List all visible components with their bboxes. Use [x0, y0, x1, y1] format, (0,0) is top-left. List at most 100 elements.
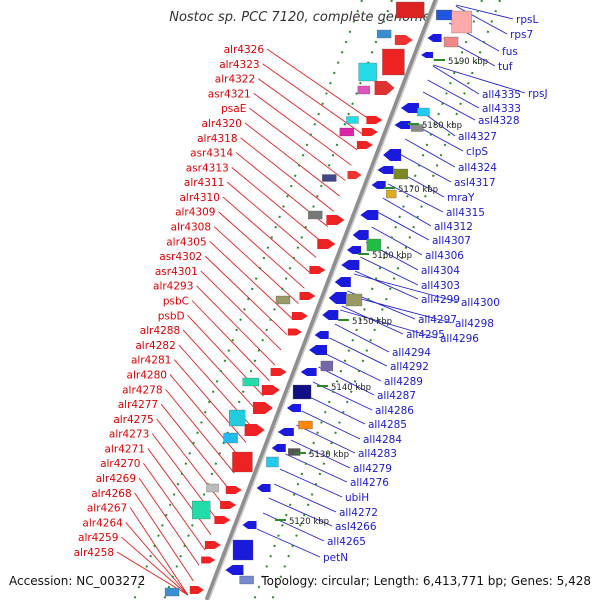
forward-gene-label[interactable]: alr4268 — [91, 488, 131, 500]
reverse-gene-feature[interactable] — [400, 103, 419, 113]
forward-gene-label[interactable]: alr4326 — [224, 44, 265, 56]
reverse-gene-feature[interactable] — [436, 9, 453, 21]
forward-gene-feature[interactable] — [309, 266, 326, 274]
reverse-gene-feature[interactable] — [394, 121, 411, 129]
reverse-gene-label[interactable]: all4315 — [446, 207, 485, 219]
reverse-gene-label[interactable]: tuf — [498, 61, 513, 73]
forward-gene-feature[interactable] — [223, 432, 238, 444]
forward-gene-feature[interactable] — [244, 424, 265, 436]
reverse-gene-label[interactable]: rpsL — [516, 14, 538, 26]
forward-gene-feature[interactable] — [225, 486, 242, 494]
reverse-gene-label[interactable]: petN — [323, 552, 348, 564]
reverse-gene-label[interactable]: all4294 — [392, 347, 431, 359]
reverse-gene-feature[interactable] — [239, 575, 254, 585]
reverse-gene-label[interactable]: all4296 — [440, 333, 479, 345]
forward-gene-label[interactable]: alr4281 — [131, 355, 171, 367]
forward-gene-label[interactable]: alr4320 — [202, 118, 242, 130]
reverse-gene-label[interactable]: asl4317 — [454, 177, 496, 189]
forward-gene-feature[interactable] — [275, 295, 291, 305]
reverse-gene-feature[interactable] — [300, 368, 317, 376]
reverse-gene-label[interactable]: rpsJ — [528, 88, 548, 100]
reverse-gene-feature[interactable] — [334, 277, 351, 287]
forward-gene-label[interactable]: alr4269 — [96, 473, 136, 485]
forward-gene-label[interactable]: alr4308 — [171, 222, 211, 234]
forward-gene-feature[interactable] — [252, 402, 273, 414]
forward-gene-label[interactable]: alr4259 — [78, 532, 118, 544]
forward-gene-label[interactable]: alr4322 — [215, 74, 255, 86]
reverse-gene-label[interactable]: all4335 — [482, 89, 521, 101]
forward-gene-feature[interactable] — [206, 483, 219, 493]
reverse-gene-label[interactable]: all4279 — [353, 463, 392, 475]
forward-gene-feature[interactable] — [287, 328, 302, 336]
forward-gene-label[interactable]: alr4278 — [122, 384, 162, 396]
forward-gene-label[interactable]: asr4301 — [155, 266, 198, 278]
forward-gene-label[interactable]: alr4258 — [74, 547, 114, 559]
forward-gene-label[interactable]: alr4288 — [140, 325, 180, 337]
reverse-gene-feature[interactable] — [345, 293, 363, 307]
reverse-gene-label[interactable]: all4285 — [368, 419, 407, 431]
reverse-gene-label[interactable]: all4287 — [377, 390, 416, 402]
forward-gene-label[interactable]: alr4270 — [100, 458, 140, 470]
reverse-gene-label[interactable]: all4292 — [390, 361, 429, 373]
forward-gene-feature[interactable] — [242, 377, 259, 387]
forward-gene-label[interactable]: alr4280 — [127, 369, 167, 381]
reverse-gene-label[interactable]: clpS — [466, 146, 488, 158]
reverse-gene-label[interactable]: all4299 — [421, 294, 460, 306]
reverse-gene-label[interactable]: all4333 — [482, 103, 521, 115]
forward-gene-label[interactable]: alr4271 — [104, 443, 144, 455]
reverse-gene-feature[interactable] — [417, 107, 430, 117]
reverse-gene-feature[interactable] — [443, 36, 459, 48]
forward-gene-feature[interactable] — [347, 171, 362, 179]
forward-gene-label[interactable]: alr4275 — [113, 414, 153, 426]
forward-gene-feature[interactable] — [164, 587, 180, 597]
reverse-gene-label[interactable]: all4283 — [358, 448, 397, 460]
reverse-gene-feature[interactable] — [256, 484, 271, 492]
forward-gene-feature[interactable] — [326, 215, 345, 225]
reverse-gene-label[interactable]: asl4266 — [335, 521, 377, 533]
reverse-gene-feature[interactable] — [277, 428, 294, 436]
forward-gene-feature[interactable] — [361, 128, 378, 136]
reverse-gene-feature[interactable] — [286, 404, 301, 412]
reverse-gene-label[interactable]: all4324 — [458, 162, 497, 174]
forward-gene-label[interactable]: alr4293 — [153, 281, 193, 293]
reverse-gene-label[interactable]: all4327 — [458, 131, 497, 143]
reverse-gene-feature[interactable] — [366, 238, 382, 252]
reverse-gene-feature[interactable] — [266, 456, 279, 468]
reverse-gene-feature[interactable] — [292, 384, 312, 400]
reverse-gene-feature[interactable] — [393, 168, 409, 180]
forward-gene-feature[interactable] — [192, 500, 211, 520]
reverse-gene-label[interactable]: all4304 — [421, 265, 460, 277]
reverse-gene-label[interactable]: all4298 — [455, 318, 494, 330]
reverse-gene-feature[interactable] — [427, 34, 442, 42]
forward-gene-label[interactable]: psaE — [221, 103, 246, 115]
forward-gene-feature[interactable] — [232, 451, 253, 473]
reverse-gene-feature[interactable] — [271, 444, 286, 452]
reverse-gene-label[interactable]: fus — [502, 46, 518, 58]
forward-gene-label[interactable]: alr4318 — [197, 133, 237, 145]
forward-gene-label[interactable]: psbD — [158, 310, 185, 322]
reverse-gene-label[interactable]: all4289 — [384, 376, 423, 388]
forward-gene-feature[interactable] — [382, 48, 405, 76]
forward-gene-label[interactable]: alr4310 — [179, 192, 219, 204]
forward-gene-label[interactable]: asr4314 — [190, 148, 233, 160]
reverse-gene-label[interactable]: all4312 — [434, 221, 473, 233]
forward-gene-label[interactable]: alr4311 — [184, 177, 224, 189]
reverse-gene-feature[interactable] — [314, 331, 329, 339]
forward-gene-feature[interactable] — [322, 174, 337, 182]
reverse-gene-feature[interactable] — [371, 181, 386, 189]
reverse-gene-label[interactable]: all4307 — [432, 235, 471, 247]
forward-gene-feature[interactable] — [299, 292, 316, 300]
forward-gene-feature[interactable] — [374, 81, 395, 95]
reverse-gene-label[interactable]: mraY — [447, 192, 475, 204]
forward-gene-label[interactable]: alr4282 — [135, 340, 175, 352]
reverse-gene-label[interactable]: ubiH — [345, 492, 369, 504]
reverse-gene-label[interactable]: rps7 — [510, 29, 533, 41]
forward-gene-label[interactable]: asr4302 — [159, 251, 202, 263]
forward-gene-feature[interactable] — [396, 1, 425, 19]
forward-gene-feature[interactable] — [214, 516, 231, 524]
forward-gene-feature[interactable] — [308, 210, 323, 220]
reverse-gene-feature[interactable] — [242, 521, 257, 529]
forward-gene-feature[interactable] — [357, 85, 370, 95]
forward-gene-feature[interactable] — [394, 35, 413, 45]
reverse-gene-feature[interactable] — [386, 189, 397, 199]
